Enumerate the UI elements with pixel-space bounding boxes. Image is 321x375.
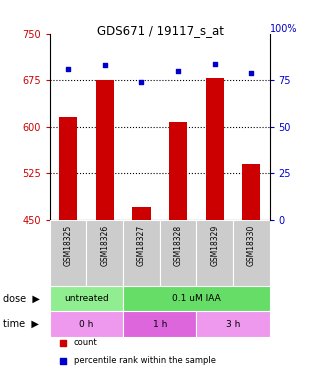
- Text: GDS671 / 19117_s_at: GDS671 / 19117_s_at: [97, 24, 224, 38]
- Bar: [196, 220, 233, 286]
- Bar: [50, 286, 123, 312]
- Text: GSM18325: GSM18325: [64, 225, 73, 266]
- Text: GSM18326: GSM18326: [100, 225, 109, 266]
- Bar: [233, 220, 270, 286]
- Bar: [205, 78, 224, 220]
- Text: 100%: 100%: [270, 24, 297, 34]
- Text: dose  ▶: dose ▶: [3, 294, 40, 304]
- Text: GSM18327: GSM18327: [137, 225, 146, 266]
- Bar: [59, 117, 77, 220]
- Bar: [96, 80, 114, 220]
- Point: [249, 70, 254, 76]
- Text: untreated: untreated: [64, 294, 109, 303]
- Bar: [86, 220, 123, 286]
- Bar: [123, 286, 270, 312]
- Text: 3 h: 3 h: [226, 320, 240, 328]
- Point: [60, 340, 65, 346]
- Text: GSM18330: GSM18330: [247, 225, 256, 267]
- Text: 0.1 uM IAA: 0.1 uM IAA: [172, 294, 221, 303]
- Point: [139, 79, 144, 85]
- Bar: [196, 312, 270, 337]
- Point: [65, 66, 71, 72]
- Bar: [123, 312, 196, 337]
- Text: GSM18329: GSM18329: [210, 225, 219, 266]
- Text: time  ▶: time ▶: [3, 319, 39, 329]
- Text: count: count: [74, 338, 98, 347]
- Text: 1 h: 1 h: [152, 320, 167, 328]
- Point: [212, 60, 217, 66]
- Bar: [169, 122, 187, 220]
- Point: [60, 358, 65, 364]
- Bar: [242, 164, 260, 220]
- Point: [102, 62, 107, 68]
- Bar: [132, 207, 151, 220]
- Point: [176, 68, 181, 74]
- Text: GSM18328: GSM18328: [174, 225, 183, 266]
- Bar: [50, 220, 86, 286]
- Bar: [160, 220, 196, 286]
- Bar: [50, 312, 123, 337]
- Text: 0 h: 0 h: [79, 320, 94, 328]
- Bar: [123, 220, 160, 286]
- Text: percentile rank within the sample: percentile rank within the sample: [74, 356, 216, 365]
